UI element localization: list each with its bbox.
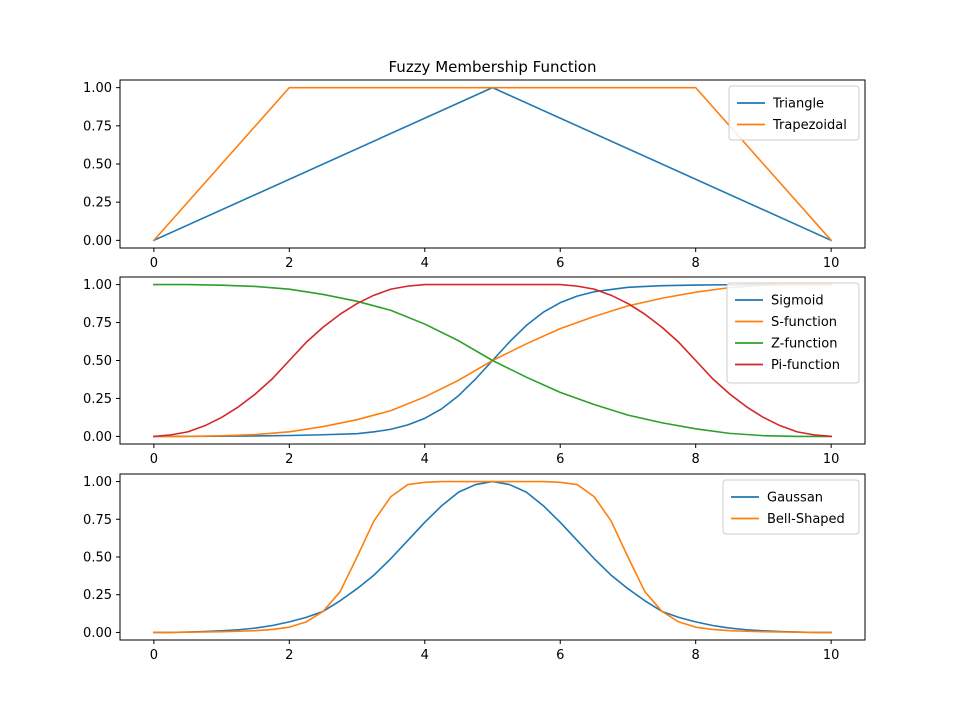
x-tick-label: 0 [150,648,158,663]
x-tick-label: 6 [556,256,564,271]
legend-label: Z-function [771,337,837,352]
subplot-3: 0 2 4 6 8 10 0.00 0.25 0.50 0.75 1.00 Gaussan Bell-S… [83,473,866,663]
legend-frame [726,282,860,384]
y-tick-label: 0.25 [83,588,112,603]
y-tick-label: 1.00 [83,475,112,490]
subplot-2: 0 2 4 6 8 10 0.00 0.25 0.50 0.75 1.00 Sigmoid S-func… [83,276,866,467]
x-tick-label: 10 [823,256,840,271]
x-tick-label: 2 [285,648,293,663]
series-line-pi-function [152,283,833,438]
y-tick-label: 0.50 [83,354,112,369]
x-tick-label: 4 [421,452,429,467]
x-tick-label: 6 [556,648,564,663]
y-tick-label: 1.00 [83,81,112,96]
legend: Gaussan Bell-Shaped [722,479,860,535]
y-tick-label: 0.50 [83,158,112,173]
x-tick-label: 10 [823,452,840,467]
legend-label: Sigmoid [771,294,824,309]
x-tick-label: 8 [692,648,700,663]
x-tick-label: 10 [823,648,840,663]
y-tick-label: 0.00 [83,626,112,641]
legend-label: S-function [771,315,837,330]
legend-frame [722,479,860,535]
y-tick-label: 0.75 [83,119,112,134]
series-line-trapezoidal [152,86,833,242]
x-tick-label: 2 [285,452,293,467]
x-tick-label: 6 [556,452,564,467]
legend: Sigmoid S-function Z-function Pi-function [726,282,860,384]
series-line-bell-shaped [153,480,832,634]
y-tick-label: 0.25 [83,196,112,211]
y-tick-label: 0.25 [83,392,112,407]
legend-frame [728,85,860,141]
legend-label: Gaussan [767,491,823,506]
y-tick-label: 0.75 [83,513,112,528]
chart-title: Fuzzy Membership Function [389,58,597,76]
y-tick-label: 0.75 [83,316,112,331]
x-tick-label: 0 [150,256,158,271]
legend-label: Bell-Shaped [767,512,845,527]
x-tick-label: 0 [150,452,158,467]
legend-label: Triangle [772,97,824,112]
y-tick-label: 1.00 [83,278,112,293]
x-tick-label: 8 [692,256,700,271]
subplot-1: 0 2 4 6 8 10 0.00 0.25 0.50 0.75 1.00 Fuzzy Members… [83,58,866,271]
legend-label: Trapezoidal [772,118,847,133]
series-line-z-function [153,283,832,438]
series-line-sigmoid [153,283,832,438]
y-tick-label: 0.50 [83,551,112,566]
x-tick-label: 2 [285,256,293,271]
y-tick-label: 0.00 [83,234,112,249]
y-tick-label: 0.00 [83,430,112,445]
x-tick-label: 8 [692,452,700,467]
legend: Triangle Trapezoidal [728,85,860,141]
x-tick-label: 4 [421,648,429,663]
x-tick-label: 4 [421,256,429,271]
legend-label: Pi-function [771,358,840,373]
